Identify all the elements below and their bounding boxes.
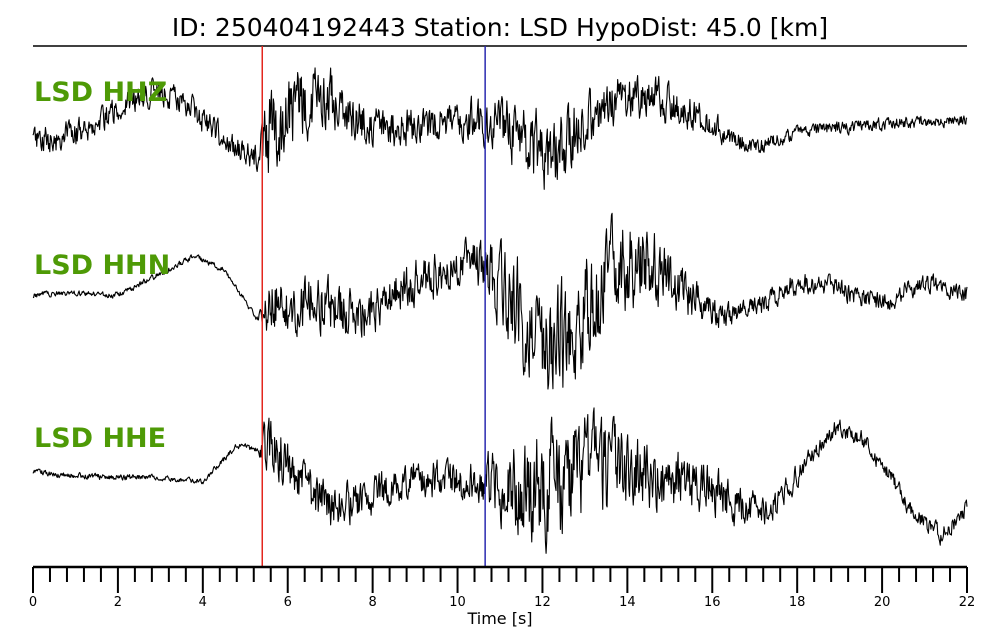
x-tick-label: 12	[534, 595, 551, 610]
trace-lsd-hhn	[32, 212, 968, 390]
x-axis-ticks: 0 2 4 6 8 10 12 14 16 18 20 22	[29, 567, 975, 610]
channel-label-lsd-hhn: LSD HHN	[34, 250, 170, 281]
x-tick-label: 0	[29, 595, 37, 610]
channel-label-lsd-hhz: LSD HHZ	[34, 77, 167, 108]
chart-title: ID: 250404192443 Station: LSD HypoDist: …	[172, 13, 828, 42]
x-tick-label: 8	[368, 595, 376, 610]
trace-lsd-hhz	[32, 67, 968, 190]
x-tick-label: 4	[199, 595, 207, 610]
x-tick-label: 14	[619, 595, 636, 610]
phase-markers	[261, 46, 486, 567]
x-tick-label: 22	[959, 595, 976, 610]
x-axis: 0 2 4 6 8 10 12 14 16 18 20 22	[29, 565, 975, 610]
x-tick-label: 18	[789, 595, 806, 610]
trace-lsd-hhe	[32, 407, 968, 554]
x-tick-label: 10	[449, 595, 466, 610]
x-tick-label: 2	[114, 595, 122, 610]
x-tick-label: 20	[874, 595, 891, 610]
channel-label-lsd-hhe: LSD HHE	[34, 423, 166, 454]
x-tick-label: 16	[704, 595, 721, 610]
x-tick-label: 6	[284, 595, 292, 610]
traces-group	[32, 67, 968, 554]
channel-labels: LSD HHZ LSD HHN LSD HHE	[34, 77, 170, 454]
x-axis-label: Time [s]	[466, 609, 532, 628]
